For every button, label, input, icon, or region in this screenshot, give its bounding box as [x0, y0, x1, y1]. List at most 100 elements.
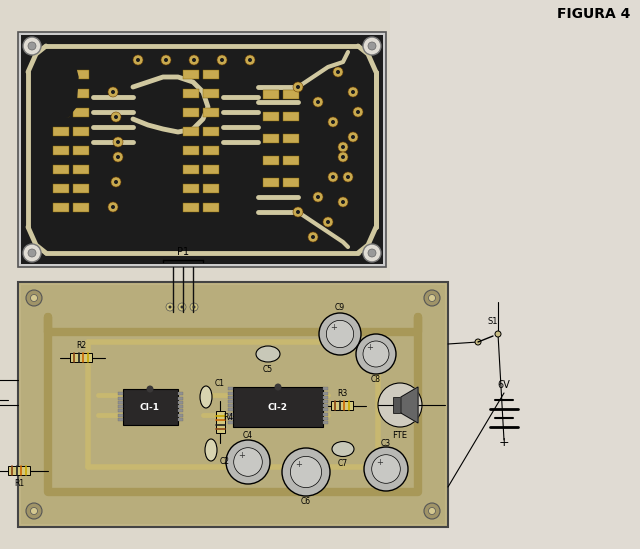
Circle shape [333, 67, 343, 77]
Circle shape [296, 85, 300, 89]
Circle shape [319, 313, 361, 355]
Text: C3: C3 [381, 439, 391, 447]
Circle shape [293, 207, 303, 217]
Circle shape [217, 55, 227, 65]
Bar [228, 417, 233, 420]
Circle shape [190, 303, 198, 311]
Bar [118, 401, 123, 404]
Bar [53, 203, 69, 212]
Ellipse shape [200, 386, 212, 408]
Bar [203, 89, 219, 98]
Bar [228, 421, 233, 424]
Text: C1: C1 [215, 378, 225, 388]
Bar [228, 404, 233, 407]
Circle shape [363, 37, 381, 55]
Bar [118, 392, 123, 395]
Bar [8, 466, 30, 475]
Bar [323, 404, 328, 407]
Bar [70, 353, 92, 362]
Bar [228, 400, 233, 403]
Bar [233, 387, 323, 427]
Bar [228, 396, 233, 399]
Circle shape [193, 305, 195, 309]
Circle shape [116, 155, 120, 159]
Circle shape [343, 172, 353, 182]
Text: +: + [367, 344, 373, 352]
Polygon shape [401, 387, 418, 423]
Text: R1: R1 [14, 479, 24, 488]
Circle shape [363, 341, 389, 367]
Bar [228, 391, 233, 395]
Circle shape [336, 70, 340, 74]
Text: 6V: 6V [498, 380, 510, 390]
Bar [178, 414, 183, 417]
Bar [73, 203, 89, 212]
Circle shape [189, 55, 199, 65]
Circle shape [356, 110, 360, 114]
Text: C6: C6 [301, 497, 311, 507]
Circle shape [331, 120, 335, 124]
Circle shape [111, 90, 115, 94]
Bar [283, 178, 299, 187]
Bar [118, 414, 123, 417]
Bar [178, 410, 183, 412]
Bar [73, 108, 89, 117]
Circle shape [248, 58, 252, 62]
Bar [263, 112, 279, 121]
Bar [283, 112, 299, 121]
Circle shape [351, 90, 355, 94]
Circle shape [363, 244, 381, 262]
Bar [118, 396, 123, 400]
Bar [323, 400, 328, 403]
Bar [323, 391, 328, 395]
Bar [331, 401, 353, 410]
Bar [123, 389, 178, 425]
Circle shape [26, 290, 42, 306]
Bar [203, 127, 219, 136]
Text: +: + [330, 323, 337, 332]
Circle shape [178, 303, 186, 311]
Bar [203, 184, 219, 193]
Circle shape [111, 112, 121, 122]
Circle shape [226, 440, 270, 484]
Bar [183, 70, 199, 79]
Bar [73, 89, 89, 98]
Ellipse shape [256, 346, 280, 362]
Circle shape [166, 303, 174, 311]
Ellipse shape [332, 441, 354, 457]
Text: CI-1: CI-1 [140, 402, 160, 412]
Circle shape [31, 507, 38, 514]
Circle shape [368, 249, 376, 257]
Circle shape [372, 455, 400, 483]
Text: +: + [376, 458, 383, 467]
Text: C7: C7 [338, 458, 348, 468]
Circle shape [338, 142, 348, 152]
Circle shape [168, 305, 172, 309]
Circle shape [26, 503, 42, 519]
Bar [178, 418, 183, 421]
Circle shape [275, 384, 282, 390]
Bar [283, 90, 299, 99]
Text: R3: R3 [337, 389, 347, 397]
Bar [323, 388, 328, 390]
Text: C5: C5 [263, 366, 273, 374]
Bar [183, 165, 199, 174]
Bar [53, 184, 69, 193]
Circle shape [114, 180, 118, 184]
Circle shape [116, 140, 120, 144]
Circle shape [220, 58, 224, 62]
Bar [228, 388, 233, 390]
Circle shape [368, 42, 376, 50]
Circle shape [180, 305, 184, 309]
Bar [53, 70, 69, 79]
Circle shape [113, 152, 123, 162]
Circle shape [331, 175, 335, 179]
Text: CI-2: CI-2 [268, 402, 288, 412]
Circle shape [234, 447, 262, 477]
Bar [228, 413, 233, 416]
Bar [73, 184, 89, 193]
Bar [323, 417, 328, 420]
Bar [53, 127, 69, 136]
Bar [203, 146, 219, 155]
Text: FIGURA 4: FIGURA 4 [557, 7, 630, 21]
